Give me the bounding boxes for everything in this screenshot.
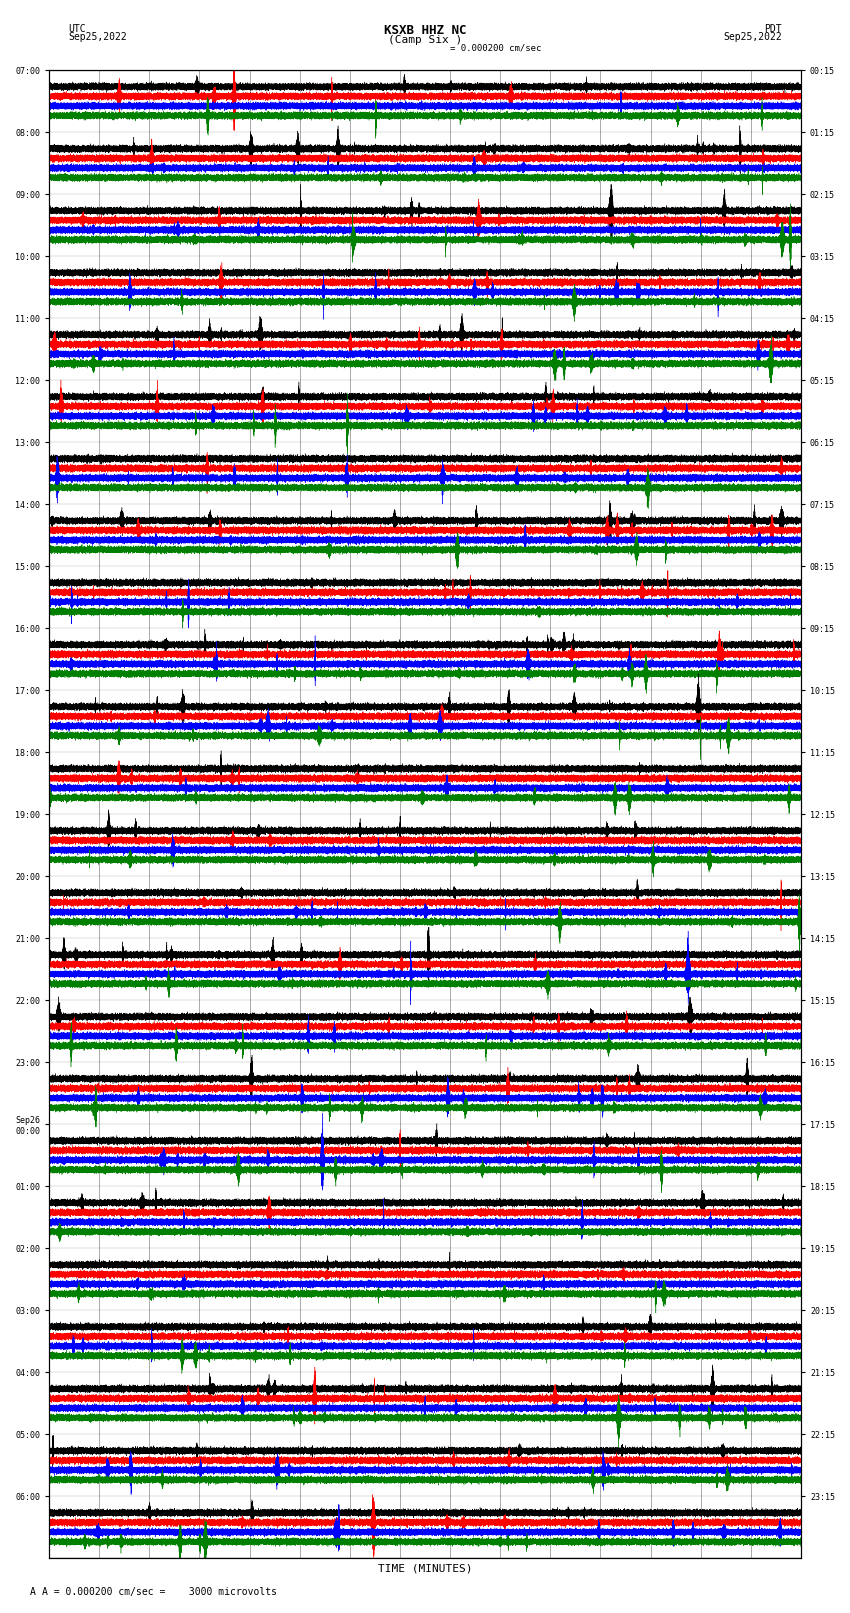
Text: UTC: UTC bbox=[68, 24, 86, 34]
Text: (Camp Six ): (Camp Six ) bbox=[388, 35, 462, 45]
Text: A = 0.000200 cm/sec =    3000 microvolts: A = 0.000200 cm/sec = 3000 microvolts bbox=[42, 1587, 277, 1597]
X-axis label: TIME (MINUTES): TIME (MINUTES) bbox=[377, 1565, 473, 1574]
Text: Sep25,2022: Sep25,2022 bbox=[68, 32, 127, 42]
Text: = 0.000200 cm/sec: = 0.000200 cm/sec bbox=[450, 44, 542, 53]
Text: KSXB HHZ NC: KSXB HHZ NC bbox=[383, 24, 467, 37]
Text: A: A bbox=[30, 1587, 36, 1597]
Text: PDT: PDT bbox=[764, 24, 782, 34]
Text: Sep25,2022: Sep25,2022 bbox=[723, 32, 782, 42]
